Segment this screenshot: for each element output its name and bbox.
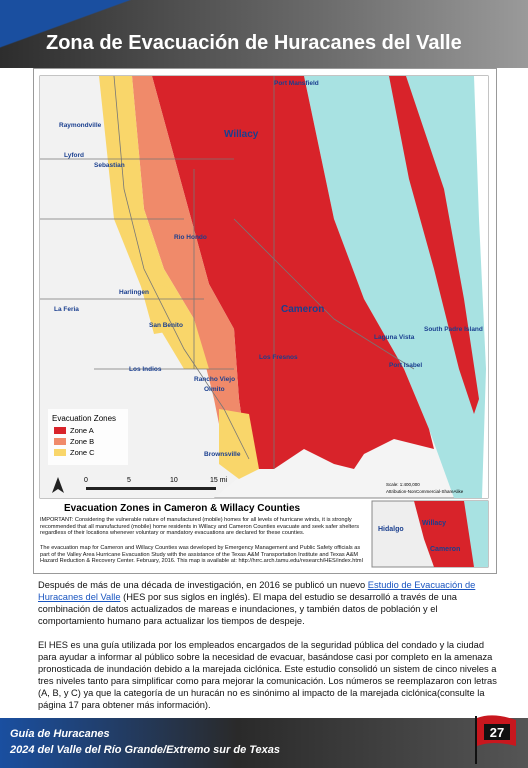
county-label: Willacy [224, 129, 259, 140]
place-label: Los Indios [129, 366, 162, 373]
place-label: South Padre Island [424, 326, 483, 333]
legend-swatch [54, 427, 66, 434]
body-text: Después de más de una década de investig… [38, 579, 500, 723]
legend-swatch [54, 449, 66, 456]
inset-label: Hidalgo [378, 526, 404, 533]
road [40, 158, 234, 370]
zone-c [99, 76, 209, 369]
zone-a [152, 76, 434, 469]
place-label: Rancho Viejo [194, 376, 235, 383]
paragraph: El HES es una guía utilizada por los emp… [38, 640, 497, 710]
text: (HES por sus siglos en inglés). El mapa … [38, 592, 457, 626]
inset-sea [464, 501, 488, 567]
zone-c-harlingen [139, 279, 184, 334]
caption-important: IMPORTANT: Considering the vulnerable na… [40, 517, 360, 537]
place-label: Olmito [204, 386, 225, 393]
place-label: Rio Hondo [174, 234, 207, 241]
place-label: Raymondville [59, 122, 102, 129]
caption-title: Evacuation Zones in Cameron & Willacy Co… [64, 503, 301, 514]
scale-bar [86, 487, 216, 490]
scale-label: 5 [127, 477, 131, 484]
study-link[interactable]: Estudio de Evacuación de Huracanes del V… [38, 580, 476, 602]
inset-label: Willacy [422, 520, 446, 527]
place-label: Laguna Vista [374, 334, 415, 341]
footer-line: 2024 del Valle del Río Grande/Extremo su… [10, 744, 281, 756]
laguna-madre [304, 76, 488, 498]
inset-label: Cameron [430, 546, 460, 553]
place-label: Los Fresnos [259, 354, 298, 361]
place-label: Sebastian [94, 162, 125, 169]
place-label: Port Isabel [389, 362, 422, 369]
road [113, 75, 250, 460]
place-label: Harlingen [119, 289, 149, 296]
caption-note: The evacuation map for Cameron and Willa… [40, 545, 363, 565]
scale-text: Scale: 1:400,000 [386, 482, 420, 487]
legend-swatch [54, 438, 66, 445]
roads [40, 75, 415, 469]
scale-label: 15 mi [210, 477, 228, 484]
road [233, 218, 415, 370]
map: Port Mansfield Willacy Raymondville Lyfo… [39, 75, 489, 568]
paragraph: Después de más de una década de investig… [38, 579, 500, 627]
scale-label: 0 [84, 477, 88, 484]
footer-bar [0, 718, 528, 768]
text: Después de más de una década de investig… [38, 580, 366, 590]
gulf [474, 76, 488, 498]
legend-label: Zone B [70, 437, 94, 446]
zone-b [132, 76, 249, 474]
scale-label: 10 [170, 477, 178, 484]
road [193, 76, 275, 469]
zone-c-brownsville [219, 409, 259, 479]
legend-label: Zone C [70, 448, 95, 457]
header-accent [0, 0, 528, 68]
north-arrow [52, 477, 64, 493]
place-label: San Benito [149, 322, 183, 329]
legend-label: Zone A [70, 426, 94, 435]
place-label: Brownsville [204, 451, 241, 458]
page-flag: 27 [475, 715, 516, 764]
footer-line: Guía de Huracanes [10, 728, 110, 740]
place-label: La Feria [54, 306, 79, 313]
legend-title: Evacuation Zones [52, 414, 116, 423]
page-number: 27 [490, 725, 504, 740]
attribution: Attribution-NonCommercial-ShareAlike [386, 489, 464, 494]
barrier-island [389, 76, 479, 414]
place-label: Port Mansfield [274, 80, 319, 87]
county-label: Cameron [281, 304, 324, 315]
page-title: Zona de Evacuación de Huracanes del Vall… [46, 32, 462, 54]
place-label: Lyford [64, 152, 84, 159]
page-box [484, 724, 510, 740]
